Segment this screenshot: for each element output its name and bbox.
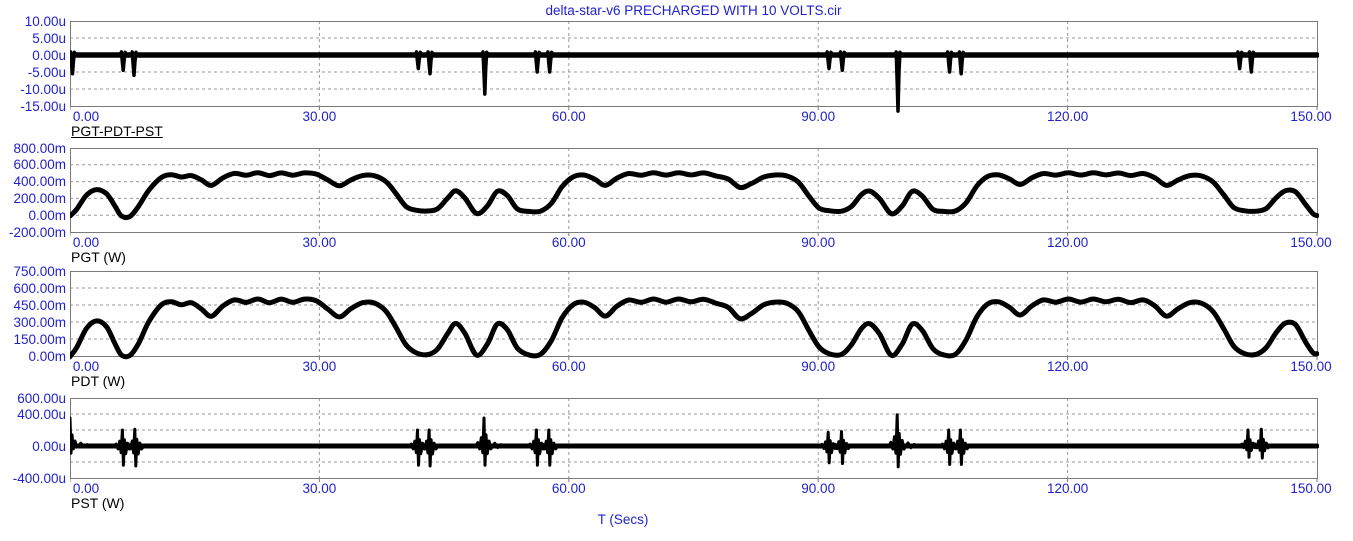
x-tick-label: 120.00: [1046, 109, 1089, 124]
y-tick-label: 600.00u: [17, 390, 66, 406]
y-tick-label: 400.00m: [13, 174, 66, 190]
y-tick-label: 200.00m: [13, 190, 66, 206]
y-tick-label: 450.00m: [13, 297, 66, 313]
x-tick-label: 90.00: [801, 109, 836, 124]
y-tick-label: 150.00m: [13, 331, 66, 347]
y-tick-label: 0.00u: [32, 438, 66, 454]
x-tick-label: 90.00: [801, 359, 836, 374]
y-tick-label: 0.00u: [32, 47, 66, 63]
x-tick-label: 120.00: [1046, 481, 1089, 496]
x-tick-label: 150.00: [1290, 481, 1332, 496]
x-tick-label: 0.00: [72, 109, 100, 124]
x-tick-label: 120.00: [1046, 235, 1089, 250]
x-tick-label: 150.00: [1290, 109, 1332, 124]
panel-border: [70, 398, 1318, 479]
x-tick-label: 120.00: [1046, 359, 1089, 374]
y-tick-label: 10.00u: [24, 13, 66, 29]
x-tick-label: 30.00: [302, 235, 337, 250]
curve-label-residual: PGT-PDT-PST: [71, 123, 163, 139]
y-tick-label: 300.00m: [13, 314, 66, 330]
x-tick-label: 60.00: [551, 481, 586, 496]
y-tick-label: -15.00u: [20, 98, 66, 114]
y-tick-label: 0.00m: [28, 348, 66, 364]
y-tick-label: 0.00m: [28, 207, 66, 223]
x-tick-label: 0.00: [72, 359, 100, 374]
y-tick-label: -10.00u: [20, 81, 66, 97]
x-axis-label: T (Secs): [597, 512, 649, 527]
curve-label-pdt: PDT (W): [71, 373, 126, 389]
y-tick-label: -200.00m: [8, 224, 66, 240]
panel-pgt-w-: [70, 148, 1319, 236]
y-tick-label: 600.00m: [13, 157, 66, 173]
y-tick-label: -400.00u: [12, 470, 66, 486]
x-tick-label: 150.00: [1290, 359, 1332, 374]
panel-border: [70, 148, 1318, 233]
curve-label-pgt: PGT (W): [71, 249, 126, 265]
x-tick-label: 90.00: [801, 481, 836, 496]
panel-border: [70, 271, 1318, 357]
panel-border: [70, 21, 1318, 107]
x-tick-label: 60.00: [551, 109, 586, 124]
panel-pgt-pdt-pst: [70, 21, 1319, 113]
x-tick-label: 90.00: [801, 235, 836, 250]
y-tick-label: 5.00u: [32, 30, 66, 46]
y-tick-label: 600.00m: [13, 280, 66, 296]
x-tick-label: 30.00: [302, 359, 337, 374]
panel-pdt-w-: [70, 271, 1319, 360]
y-tick-label: 750.00m: [13, 263, 66, 279]
y-tick-label: -5.00u: [27, 64, 66, 80]
curve-label-pst: PST (W): [71, 495, 125, 511]
x-tick-label: 60.00: [551, 359, 586, 374]
x-tick-label: 0.00: [72, 235, 100, 250]
y-tick-label: 800.00m: [13, 140, 66, 156]
x-tick-label: 60.00: [551, 235, 586, 250]
panel-pst-w-: [70, 398, 1319, 482]
plot-title: delta-star-v6 PRECHARGED WITH 10 VOLTS.c…: [545, 3, 842, 18]
y-tick-label: 400.00u: [17, 406, 66, 422]
x-tick-label: 0.00: [72, 481, 100, 496]
x-tick-label: 30.00: [302, 109, 337, 124]
x-tick-label: 150.00: [1290, 235, 1332, 250]
x-tick-label: 30.00: [302, 481, 337, 496]
